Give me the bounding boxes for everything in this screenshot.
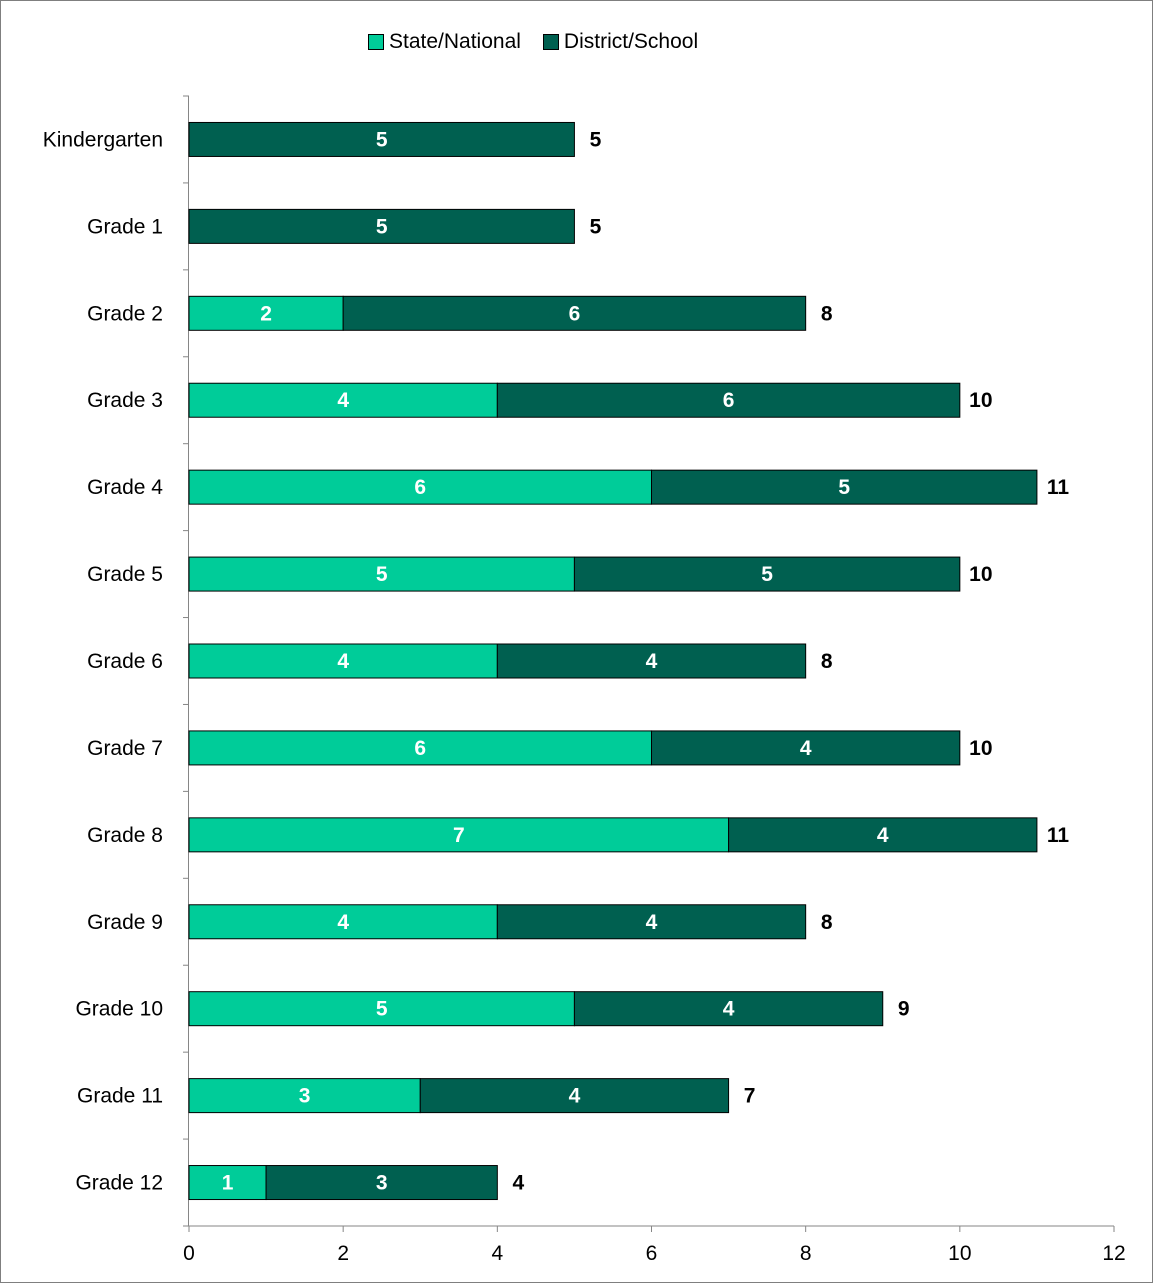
category-label: Grade 1 bbox=[87, 215, 163, 238]
bar-segment-district-school bbox=[496, 382, 961, 418]
total-label: 8 bbox=[821, 302, 833, 325]
bar-segment-state-national bbox=[188, 730, 652, 766]
legend: State/National District/School bbox=[368, 30, 720, 54]
total-label: 9 bbox=[898, 998, 910, 1021]
data-label: 4 bbox=[646, 911, 658, 934]
bar-segment-state-national bbox=[188, 382, 498, 418]
bar-segment-district-school bbox=[342, 295, 807, 331]
data-label: 4 bbox=[337, 911, 349, 934]
bar-segment-state-national bbox=[188, 556, 575, 592]
data-label: 1 bbox=[222, 1172, 234, 1195]
total-label: 10 bbox=[969, 563, 992, 586]
x-tick-label: 6 bbox=[646, 1242, 658, 1265]
data-label: 5 bbox=[376, 128, 388, 151]
bar-segment-district-school bbox=[188, 121, 575, 157]
x-tick-label: 4 bbox=[491, 1242, 503, 1265]
data-label: 4 bbox=[337, 389, 349, 412]
bar-segment-state-national bbox=[188, 817, 730, 853]
category-label: Grade 5 bbox=[87, 563, 163, 586]
data-label: 3 bbox=[299, 1085, 311, 1108]
bar-segment-district-school bbox=[651, 469, 1038, 505]
x-tick-label: 2 bbox=[337, 1242, 349, 1265]
data-label: 4 bbox=[337, 650, 349, 673]
data-label: 4 bbox=[569, 1085, 581, 1108]
x-tick-label: 0 bbox=[183, 1242, 195, 1265]
x-tick-label: 10 bbox=[948, 1242, 971, 1265]
data-label: 6 bbox=[414, 476, 426, 499]
bar-segment-district-school bbox=[188, 208, 575, 244]
category-label: Grade 9 bbox=[87, 911, 163, 934]
total-label: 11 bbox=[1047, 476, 1070, 499]
total-label: 10 bbox=[969, 737, 992, 760]
total-label: 11 bbox=[1047, 824, 1070, 847]
bar-segment-district-school bbox=[419, 1078, 730, 1114]
total-label: 7 bbox=[744, 1085, 756, 1108]
legend-item-state-national: State/National bbox=[368, 30, 521, 54]
category-label: Grade 7 bbox=[87, 737, 163, 760]
data-label: 3 bbox=[376, 1172, 388, 1195]
bar-segment-state-national bbox=[188, 295, 344, 331]
data-label: 6 bbox=[414, 737, 426, 760]
legend-swatch-district-school bbox=[542, 34, 559, 50]
data-label: 6 bbox=[569, 302, 581, 325]
bar-segment-state-national bbox=[188, 1165, 267, 1201]
category-label: Grade 2 bbox=[87, 302, 163, 325]
data-label: 6 bbox=[723, 389, 735, 412]
category-label: Grade 6 bbox=[87, 650, 163, 673]
data-label: 5 bbox=[376, 998, 388, 1021]
bar-segment-state-national bbox=[188, 469, 652, 505]
bar-segment-district-school bbox=[573, 556, 961, 592]
total-label: 5 bbox=[590, 215, 602, 238]
total-label: 8 bbox=[821, 650, 833, 673]
data-label: 4 bbox=[877, 824, 889, 847]
category-label: Grade 4 bbox=[87, 476, 163, 499]
data-label: 4 bbox=[800, 737, 812, 760]
data-label: 5 bbox=[838, 476, 850, 499]
legend-label-district-school: District/School bbox=[563, 30, 699, 53]
bar-segment-district-school bbox=[496, 904, 807, 940]
total-label: 4 bbox=[512, 1172, 524, 1195]
total-label: 5 bbox=[590, 128, 602, 151]
x-tick-label: 8 bbox=[800, 1242, 812, 1265]
data-label: 5 bbox=[761, 563, 773, 586]
bar-segment-district-school bbox=[265, 1165, 498, 1201]
bar-segment-district-school bbox=[573, 991, 884, 1027]
data-label: 2 bbox=[260, 302, 272, 325]
category-label: Grade 11 bbox=[77, 1085, 163, 1108]
legend-swatch-state-national bbox=[368, 34, 384, 50]
legend-label-state-national: State/National bbox=[389, 30, 521, 53]
data-label: 4 bbox=[723, 998, 735, 1021]
category-label: Grade 10 bbox=[75, 998, 163, 1021]
category-label: Grade 3 bbox=[87, 389, 163, 412]
category-label: Kindergarten bbox=[43, 128, 163, 151]
bar-segment-state-national bbox=[188, 991, 575, 1027]
total-label: 8 bbox=[821, 911, 833, 934]
total-label: 10 bbox=[969, 389, 992, 412]
category-label: Grade 8 bbox=[87, 824, 163, 847]
x-tick-label: 12 bbox=[1102, 1242, 1125, 1265]
data-label: 4 bbox=[646, 650, 658, 673]
bar-segment-district-school bbox=[651, 730, 961, 766]
bar-segment-district-school bbox=[728, 817, 1038, 853]
data-label: 5 bbox=[376, 215, 388, 238]
category-label: Grade 12 bbox=[75, 1172, 163, 1195]
data-label: 5 bbox=[376, 563, 388, 586]
legend-item-district-school: District/School bbox=[542, 30, 699, 54]
bar-segment-district-school bbox=[496, 643, 807, 679]
data-label: 7 bbox=[453, 824, 465, 847]
